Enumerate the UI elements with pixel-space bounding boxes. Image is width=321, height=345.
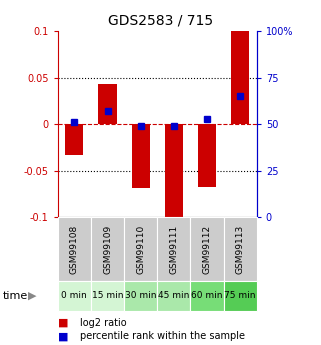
Bar: [190, 217, 224, 281]
Text: 15 min: 15 min: [92, 291, 123, 300]
Bar: [165, 124, 183, 217]
Text: ■: ■: [58, 332, 68, 341]
Text: GSM99109: GSM99109: [103, 225, 112, 274]
Text: 0 min: 0 min: [62, 291, 87, 300]
Text: 30 min: 30 min: [125, 291, 156, 300]
Bar: [224, 281, 257, 310]
Text: GSM99112: GSM99112: [203, 225, 212, 274]
Bar: [91, 217, 124, 281]
Text: time: time: [3, 291, 29, 301]
Text: GSM99111: GSM99111: [169, 225, 178, 274]
Bar: [231, 31, 249, 124]
Bar: [58, 217, 91, 281]
Text: log2 ratio: log2 ratio: [80, 318, 127, 327]
Text: 60 min: 60 min: [191, 291, 223, 300]
Text: 75 min: 75 min: [224, 291, 256, 300]
Bar: [132, 124, 150, 188]
Bar: [198, 124, 216, 187]
Bar: [224, 217, 257, 281]
Text: percentile rank within the sample: percentile rank within the sample: [80, 332, 245, 341]
Bar: [124, 281, 157, 310]
Text: 45 min: 45 min: [158, 291, 190, 300]
Bar: [124, 217, 157, 281]
Bar: [190, 281, 224, 310]
Text: ▶: ▶: [28, 291, 36, 301]
Text: GDS2583 / 715: GDS2583 / 715: [108, 14, 213, 28]
Text: GSM99108: GSM99108: [70, 225, 79, 274]
Text: ■: ■: [58, 318, 68, 327]
Bar: [157, 217, 190, 281]
Text: GSM99110: GSM99110: [136, 225, 145, 274]
Bar: [157, 281, 190, 310]
Bar: [65, 124, 83, 155]
Bar: [91, 281, 124, 310]
Bar: [99, 84, 117, 124]
Bar: [58, 281, 91, 310]
Text: GSM99113: GSM99113: [236, 225, 245, 274]
